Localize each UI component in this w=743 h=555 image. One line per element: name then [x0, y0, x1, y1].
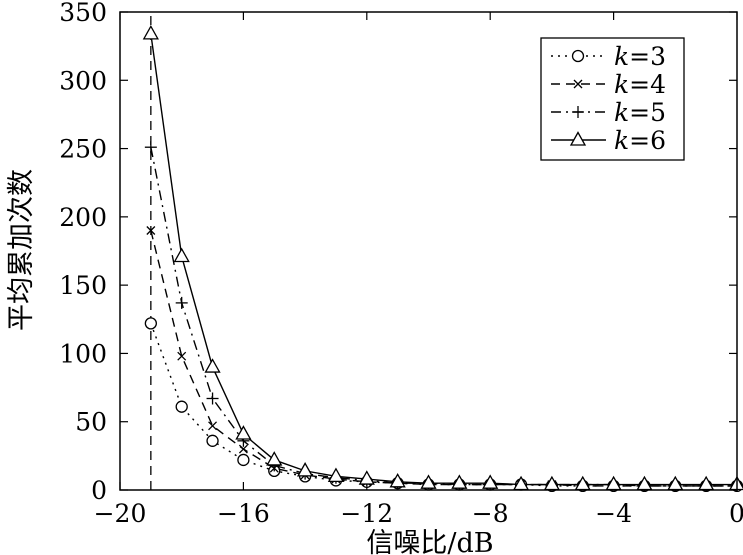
x-marker-stroke: [238, 444, 248, 454]
series-layer: [142, 12, 743, 493]
y-axis-title: 平均累加次数: [6, 169, 37, 331]
x-tick-label: −20: [94, 499, 147, 528]
point-x-marker: [146, 226, 156, 235]
point-triangle-marker: [142, 25, 159, 40]
point-triangle-marker: [296, 462, 314, 477]
legend-entry-value: =5: [629, 98, 666, 127]
point-triangle-marker: [451, 474, 468, 489]
point-triangle-marker: [569, 131, 587, 146]
legend-entry-value: =4: [629, 70, 666, 99]
legend-entry-value: =3: [629, 42, 666, 71]
y-tick-label: 250: [59, 135, 107, 164]
legend-entry-label: k=6: [614, 126, 666, 155]
legend-entry-italic: k: [614, 126, 629, 155]
x-marker-stroke: [146, 226, 156, 235]
point-triangle-marker: [420, 474, 437, 489]
x-marker-stroke: [177, 351, 187, 361]
point-triangle-marker: [204, 358, 221, 373]
legend-entry-italic: k: [614, 70, 629, 99]
point-plus-marker: [206, 392, 219, 405]
plot-frame: [119, 11, 738, 491]
legend-entry-italic: k: [614, 98, 629, 127]
axis-ticks: −20 −16 −12 −8 −4 0 0 50 100 150 200 250 300 350: [59, 0, 743, 528]
y-tick-label: 300: [59, 66, 107, 95]
point-plus-marker: [175, 296, 188, 309]
y-tick-label: 200: [59, 203, 107, 232]
x-tick-label: 0: [729, 499, 743, 528]
legend-entry-italic: k: [614, 42, 629, 71]
point-circle-marker: [144, 317, 158, 330]
x-axis-title: 信噪比/dB: [366, 528, 493, 555]
point-circle-marker: [571, 49, 585, 63]
point-triangle-marker: [327, 467, 345, 482]
point-plus-marker: [144, 141, 157, 154]
x-marker-stroke: [208, 421, 218, 431]
point-x-marker: [238, 444, 248, 454]
y-tick-label: 50: [75, 408, 107, 437]
point-circle-marker: [237, 453, 250, 467]
y-tick-label: 100: [59, 339, 107, 368]
legend-entry-label: k=4: [614, 70, 666, 99]
point-triangle-marker: [235, 425, 252, 440]
y-tick-label: 350: [59, 0, 107, 27]
series-k3: [144, 317, 743, 493]
point-x-marker: [177, 351, 187, 361]
x-tick-label: −4: [595, 499, 632, 528]
x-tick-label: −16: [217, 499, 270, 528]
y-tick-label: 150: [59, 271, 107, 300]
legend: k=3k=4k=5k=6: [540, 37, 685, 161]
point-x-marker: [573, 79, 583, 89]
point-x-marker: [208, 421, 218, 431]
x-tick-label: −8: [472, 499, 509, 528]
series-line: [150, 230, 737, 487]
point-triangle-marker: [389, 472, 406, 488]
point-circle-marker: [206, 434, 219, 447]
series-k4: [146, 226, 742, 491]
point-triangle-marker: [482, 474, 499, 489]
x-tick-label: −12: [340, 499, 393, 528]
legend-entry-value: =6: [629, 126, 666, 155]
point-circle-marker: [175, 400, 188, 413]
y-tick-label: 0: [91, 476, 107, 505]
point-plus-marker: [572, 106, 584, 118]
series-k5: [144, 141, 743, 492]
legend-entry-label: k=5: [614, 98, 666, 127]
point-triangle-marker: [173, 247, 190, 263]
x-marker-stroke: [573, 79, 583, 89]
point-triangle-marker: [266, 451, 283, 466]
legend-entry-label: k=3: [614, 42, 666, 71]
point-triangle-marker: [358, 470, 375, 485]
